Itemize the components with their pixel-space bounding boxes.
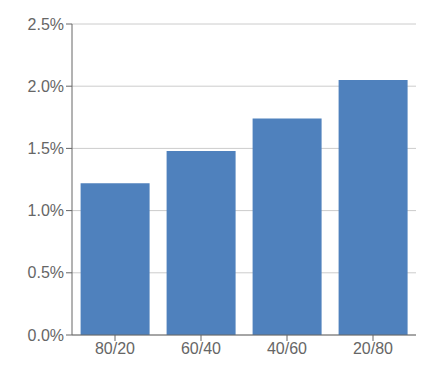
- svg-text:1.0%: 1.0%: [28, 202, 64, 219]
- svg-text:0.0%: 0.0%: [28, 327, 64, 344]
- svg-text:40/60: 40/60: [267, 340, 307, 357]
- svg-text:2.0%: 2.0%: [28, 78, 64, 95]
- svg-text:1.5%: 1.5%: [28, 140, 64, 157]
- svg-text:0.5%: 0.5%: [28, 264, 64, 281]
- svg-text:80/20: 80/20: [95, 340, 135, 357]
- svg-text:20/80: 20/80: [353, 340, 393, 357]
- svg-text:60/40: 60/40: [181, 340, 221, 357]
- svg-text:2.5%: 2.5%: [28, 16, 64, 33]
